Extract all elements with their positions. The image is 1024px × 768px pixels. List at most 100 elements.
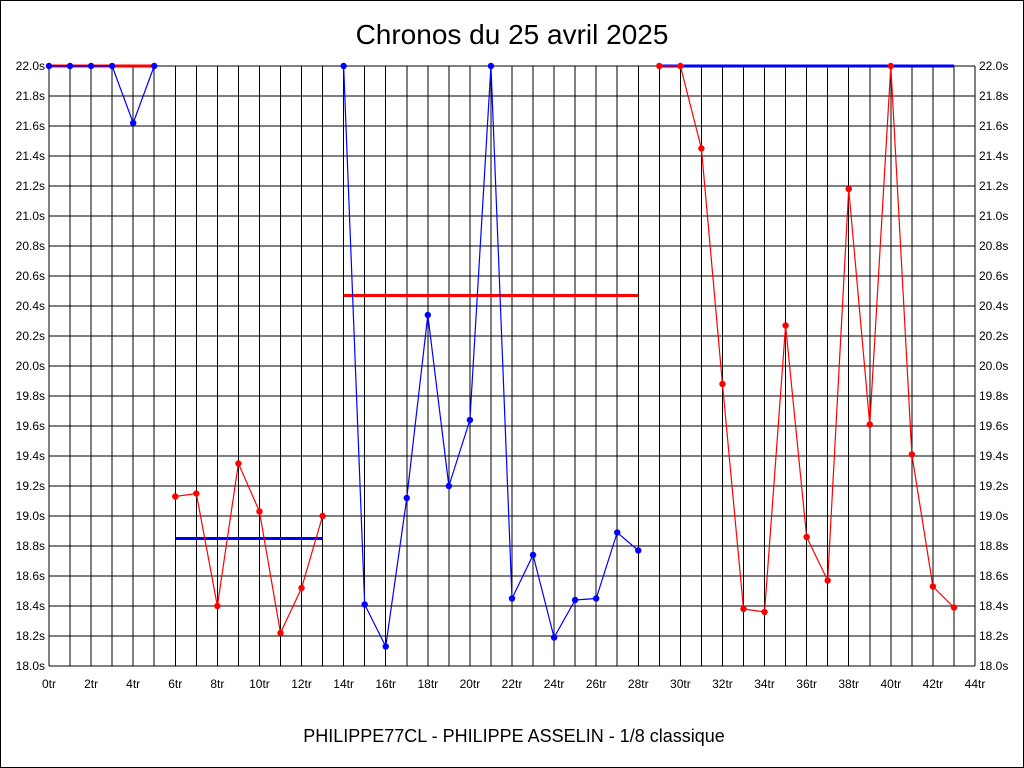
x-tick-label: 12tr <box>291 677 312 691</box>
data-point <box>550 634 558 641</box>
data-point <box>66 62 74 70</box>
data-point <box>487 62 495 70</box>
data-point <box>382 643 389 650</box>
x-tick-label: 18tr <box>417 677 438 691</box>
y-tick-label-right: 20.0s <box>979 359 1008 373</box>
x-tick-label: 28tr <box>628 677 649 691</box>
x-axis-ticks: 0tr 2tr 4tr 6tr 8tr 10tr 12tr 14tr 16tr 18tr 20tr 2… <box>42 677 985 691</box>
data-point <box>445 482 453 490</box>
chart-subtitle: PHILIPPE77CL - PHILIPPE ASSELIN - 1/8 cl… <box>303 726 725 746</box>
y-tick-label-left: 18.2s <box>16 629 45 643</box>
data-point <box>193 490 200 497</box>
y-tick-label-right: 21.4s <box>979 149 1008 163</box>
data-point <box>424 311 432 319</box>
y-tick-label-left: 20.2s <box>16 329 45 343</box>
data-point <box>403 494 410 502</box>
data-point <box>656 62 663 70</box>
data-points <box>45 62 958 650</box>
y-tick-label-left: 18.4s <box>16 599 45 613</box>
y-tick-label-right: 18.4s <box>979 599 1008 613</box>
data-point <box>466 416 474 424</box>
data-point <box>740 605 747 613</box>
y-tick-label-left: 19.0s <box>16 509 45 523</box>
x-tick-label: 20tr <box>460 677 481 691</box>
y-tick-label-right: 21.0s <box>979 209 1008 223</box>
data-point <box>908 451 916 458</box>
x-tick-label: 26tr <box>586 677 607 691</box>
series-line <box>175 461 324 635</box>
x-tick-label: 10tr <box>249 677 270 691</box>
x-tick-label: 38tr <box>838 677 859 691</box>
data-point <box>592 595 600 602</box>
x-tick-label: 16tr <box>375 677 396 691</box>
y-tick-label-right: 21.2s <box>979 179 1008 193</box>
y-tick-label-left: 20.6s <box>16 269 45 283</box>
data-point <box>887 62 895 70</box>
y-tick-label-right: 20.6s <box>979 269 1008 283</box>
y-tick-label-left: 18.6s <box>16 569 45 583</box>
data-point <box>45 62 53 70</box>
y-tick-label-left: 19.6s <box>16 419 45 433</box>
y-tick-label-left: 19.4s <box>16 449 45 463</box>
x-tick-label: 44tr <box>965 677 986 691</box>
data-point <box>319 512 326 520</box>
y-tick-label-right: 19.4s <box>979 449 1008 463</box>
data-point <box>571 596 579 604</box>
y-tick-label-left: 18.0s <box>16 659 45 673</box>
data-point <box>298 584 305 592</box>
x-tick-label: 0tr <box>42 677 56 691</box>
series-line <box>49 65 155 125</box>
x-tick-label: 24tr <box>544 677 565 691</box>
y-tick-label-right: 18.8s <box>979 539 1008 553</box>
data-point <box>950 604 958 611</box>
x-tick-label: 32tr <box>712 677 733 691</box>
y-tick-label-right: 21.8s <box>979 89 1008 103</box>
data-point <box>214 602 221 610</box>
data-point <box>151 62 158 70</box>
data-point <box>719 380 726 388</box>
average-lines <box>49 64 954 540</box>
data-point <box>129 119 137 127</box>
data-point <box>824 577 831 584</box>
y-tick-label-left: 18.8s <box>16 539 45 553</box>
x-tick-label: 22tr <box>502 677 523 691</box>
data-point <box>256 508 263 515</box>
x-tick-label: 42tr <box>923 677 944 691</box>
y-tick-label-right: 19.0s <box>979 509 1008 523</box>
x-tick-label: 2tr <box>84 677 98 691</box>
y-tick-label-right: 19.2s <box>979 479 1008 493</box>
y-tick-label-left: 20.4s <box>16 299 45 313</box>
data-point <box>529 551 537 559</box>
series-lines <box>49 65 955 649</box>
data-point <box>677 62 684 70</box>
data-point <box>803 533 810 541</box>
chart-title: Chronos du 25 avril 2025 <box>356 19 669 50</box>
data-point <box>340 62 347 70</box>
y-tick-label-right: 20.4s <box>979 299 1008 313</box>
data-point <box>108 62 116 70</box>
y-axis-left-ticks: 18.0s 18.2s 18.4s 18.6s 18.8s 19.0s 19.2s 19.4s… <box>16 59 45 673</box>
data-point <box>929 583 937 590</box>
y-axis-right-ticks: 18.0s 18.2s 18.4s 18.6s 18.8s 19.0s 19.2s 19.4s… <box>979 59 1008 673</box>
x-tick-label: 36tr <box>796 677 817 691</box>
y-tick-label-right: 21.6s <box>979 119 1008 133</box>
data-point <box>235 460 242 467</box>
y-tick-label-left: 19.2s <box>16 479 45 493</box>
x-tick-label: 34tr <box>754 677 775 691</box>
y-tick-label-right: 18.2s <box>979 629 1008 643</box>
x-tick-label: 30tr <box>670 677 691 691</box>
data-point <box>845 185 852 193</box>
y-tick-label-left: 21.8s <box>16 89 45 103</box>
y-tick-label-right: 22.0s <box>979 59 1008 73</box>
y-tick-label-right: 20.2s <box>979 329 1008 343</box>
y-tick-label-right: 18.6s <box>979 569 1008 583</box>
x-tick-label: 6tr <box>168 677 182 691</box>
x-tick-label: 4tr <box>126 677 140 691</box>
y-tick-label-left: 22.0s <box>16 59 45 73</box>
y-tick-label-left: 19.8s <box>16 389 45 403</box>
y-tick-label-left: 21.4s <box>16 149 45 163</box>
data-point <box>635 547 642 554</box>
y-tick-label-left: 20.0s <box>16 359 45 373</box>
x-tick-label: 14tr <box>333 677 354 691</box>
